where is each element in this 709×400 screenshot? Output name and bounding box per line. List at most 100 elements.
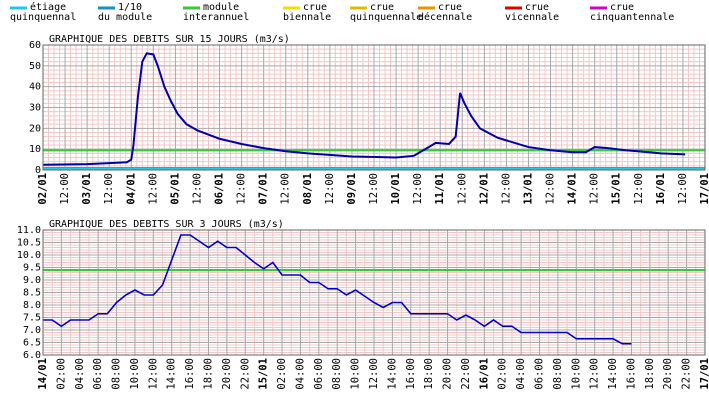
x-tick-label: 18:00 <box>423 358 435 390</box>
x-tick-label: 12/01 <box>478 173 490 205</box>
x-tick-label: 02:00 <box>276 358 288 390</box>
flow-line <box>42 52 686 166</box>
x-tick-label: 14/01 <box>567 173 579 205</box>
x-tick-label: 12:00 <box>191 173 203 205</box>
y-tick-label: 6.0 <box>23 350 41 361</box>
x-tick-label: 14:00 <box>166 358 178 390</box>
x-tick-label: 17/01 <box>699 173 709 205</box>
x-tick-label: 10:00 <box>570 358 582 390</box>
legend-label: crue <box>370 2 394 13</box>
x-tick-label: 12:00 <box>633 173 645 205</box>
legend-label: décennale <box>418 11 472 23</box>
legend-label: interannuel <box>183 12 249 23</box>
x-tick-label: 15/01 <box>611 173 623 205</box>
x-tick-label: 09/01 <box>346 173 358 205</box>
x-tick-label: 07/01 <box>258 173 270 205</box>
x-tick-label: 11/01 <box>434 173 446 205</box>
x-tick-label: 20:00 <box>662 358 674 390</box>
plot-frame <box>42 229 706 356</box>
y-tick-label: 50 <box>29 61 41 72</box>
y-tick-label: 40 <box>29 82 41 93</box>
legend-label: crue <box>303 2 327 13</box>
x-tick-label: 12:00 <box>280 173 292 205</box>
x-tick-label: 10/01 <box>390 173 402 205</box>
x-tick-label: 04:00 <box>74 358 86 390</box>
chart-title: GRAPHIQUE DES DEBITS SUR 3 JOURS (m3/s) <box>49 219 284 230</box>
x-tick-label: 14/01 <box>37 358 49 390</box>
x-tick-label: 02/01 <box>37 173 49 205</box>
x-tick-label: 12:00 <box>147 358 159 390</box>
legend-label: cinquantennale <box>590 12 674 23</box>
x-tick-label: 02:00 <box>55 358 67 390</box>
x-tick-label: 03/01 <box>81 173 93 205</box>
plot-frame <box>42 44 706 171</box>
x-tick-label: 12:00 <box>456 173 468 205</box>
x-tick-label: 12:00 <box>589 358 601 390</box>
x-tick-label: 15/01 <box>258 358 270 390</box>
x-tick-label: 06/01 <box>214 173 226 205</box>
y-tick-label: 9.5 <box>23 263 41 274</box>
legend-label: crue <box>525 2 549 13</box>
x-tick-label: 12:00 <box>103 173 115 205</box>
legend-label: étiage <box>30 1 66 13</box>
legend-label: module <box>203 2 239 13</box>
x-tick-label: 12:00 <box>500 173 512 205</box>
y-tick-label: 7.5 <box>23 313 41 324</box>
x-tick-label: 16:00 <box>625 358 637 390</box>
y-tick-label: 30 <box>29 103 41 114</box>
x-tick-label: 10:00 <box>350 358 362 390</box>
x-tick-label: 17/01 <box>699 358 709 390</box>
x-tick-label: 08:00 <box>111 358 123 390</box>
legend-label: biennale <box>283 12 331 23</box>
y-tick-label: 10.0 <box>17 250 41 261</box>
x-tick-label: 18:00 <box>644 358 656 390</box>
y-tick-label: 9.0 <box>23 275 41 286</box>
x-tick-label: 02:00 <box>497 358 509 390</box>
legend-label: 1/10 <box>118 2 142 13</box>
x-tick-label: 14:00 <box>607 358 619 390</box>
x-tick-label: 12:00 <box>147 173 159 205</box>
y-tick-label: 8.5 <box>23 288 41 299</box>
x-tick-label: 08/01 <box>302 173 314 205</box>
x-tick-label: 04/01 <box>125 173 137 205</box>
x-tick-label: 14:00 <box>386 358 398 390</box>
x-tick-label: 04:00 <box>515 358 527 390</box>
y-tick-label: 10.5 <box>17 238 41 249</box>
x-tick-label: 10:00 <box>129 358 141 390</box>
x-tick-label: 12:00 <box>412 173 424 205</box>
x-tick-label: 22:00 <box>239 358 251 390</box>
x-tick-label: 18:00 <box>203 358 215 390</box>
x-tick-label: 20:00 <box>442 358 454 390</box>
x-tick-label: 12:00 <box>236 173 248 205</box>
flow-line <box>43 234 632 345</box>
y-tick-label: 11.0 <box>17 225 41 236</box>
x-tick-label: 16/01 <box>478 358 490 390</box>
x-tick-label: 12:00 <box>324 173 336 205</box>
x-tick-label: 12:00 <box>589 173 601 205</box>
legend-label: quinquennal <box>10 12 76 23</box>
x-tick-label: 08:00 <box>331 358 343 390</box>
x-tick-label: 22:00 <box>681 358 693 390</box>
x-tick-label: 12:00 <box>59 173 71 205</box>
y-tick-label: 10 <box>29 144 41 155</box>
y-tick-label: 20 <box>29 123 41 134</box>
x-tick-label: 13/01 <box>522 173 534 205</box>
x-tick-label: 08:00 <box>552 358 564 390</box>
legend-label: vicennale <box>505 12 559 23</box>
x-tick-label: 16/01 <box>655 173 667 205</box>
legend-label: du module <box>98 12 152 23</box>
x-tick-label: 16:00 <box>184 358 196 390</box>
x-tick-label: 22:00 <box>460 358 472 390</box>
x-tick-label: 12:00 <box>368 173 380 205</box>
legend-label: quinquennale <box>350 12 422 23</box>
x-tick-label: 04:00 <box>294 358 306 390</box>
x-tick-label: 20:00 <box>221 358 233 390</box>
x-tick-label: 06:00 <box>92 358 104 390</box>
y-tick-label: 7.0 <box>23 325 41 336</box>
x-tick-label: 12:00 <box>677 173 689 205</box>
x-tick-label: 05/01 <box>169 173 181 205</box>
x-tick-label: 06:00 <box>534 358 546 390</box>
x-tick-label: 12:00 <box>368 358 380 390</box>
